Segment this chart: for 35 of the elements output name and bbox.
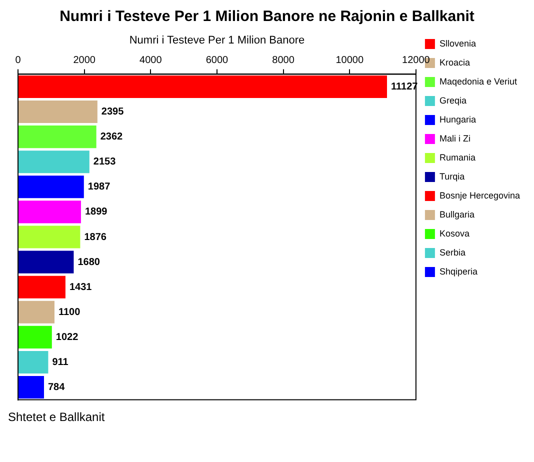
legend-label: Turqia <box>439 171 465 182</box>
data-label: 784 <box>48 382 66 394</box>
text: Shtetet e Ballkanit <box>8 410 106 424</box>
data-label: 2395 <box>101 106 124 118</box>
chart-title: Numri i Testeve Per 1 Milion Banore ne Rajonin e Ballkanit <box>58 7 476 27</box>
x-tick-label: 0 <box>15 54 22 66</box>
legend-label: Rumania <box>439 152 476 162</box>
legend-label: Mali i Zi <box>439 133 470 144</box>
x-tick-label: 4000 <box>140 54 162 66</box>
data-label: 1876 <box>84 232 107 243</box>
data-label: 2362 <box>100 132 124 143</box>
x-tick-label: 2000 <box>73 54 96 66</box>
x-axis-title: Numri i Testeve Per 1 Milion Banore <box>129 34 305 47</box>
data-label: 1100 <box>58 306 81 318</box>
legend-label: Sllovenia <box>439 38 476 48</box>
x-tick-label: 6000 <box>206 54 229 66</box>
data-label: 1431 <box>69 282 92 293</box>
x-tick-label: 8000 <box>272 54 295 66</box>
x-tick-label: 10000 <box>336 54 364 66</box>
legend-label: Shqiperia <box>439 266 478 276</box>
legend-label: Hungaria <box>439 114 476 124</box>
data-label: 1987 <box>88 182 111 193</box>
x-tick-label: 12000 <box>402 54 430 66</box>
data-label: 911 <box>52 356 69 368</box>
data-label: 1680 <box>78 256 100 268</box>
legend-label: Kosova <box>439 228 470 238</box>
data-label: 2153 <box>93 156 116 168</box>
data-label: 1899 <box>84 206 108 218</box>
legend-label: Greqia <box>439 95 466 106</box>
data-label: 1022 <box>56 332 79 343</box>
legend-label: Serbia <box>439 247 466 258</box>
legend-label: Bosnje Hercegovina <box>439 190 520 200</box>
legend-label: Maqedonia e Veriut <box>439 76 518 86</box>
legend-label: Kroacia <box>439 57 470 68</box>
legend-label: Bullgaria <box>439 209 474 220</box>
